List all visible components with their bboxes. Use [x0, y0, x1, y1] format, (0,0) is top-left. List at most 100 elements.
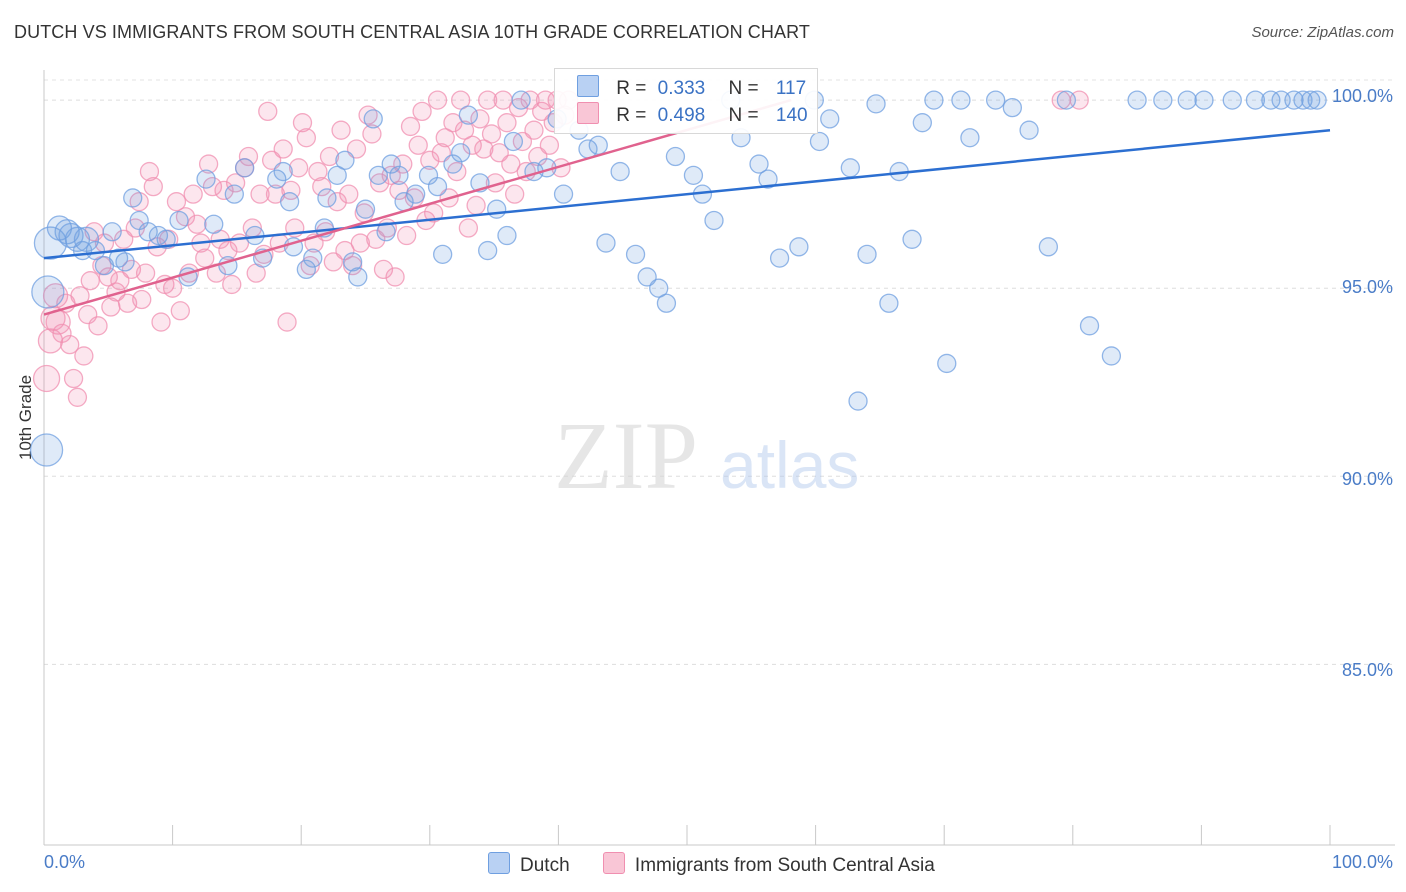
immigrants-point [273, 139, 293, 159]
dutch-point [204, 214, 224, 234]
dutch-point [912, 113, 932, 133]
dutch-point [1019, 120, 1039, 140]
immigrants-point [451, 90, 471, 110]
immigrants-point [139, 161, 160, 182]
dutch-point [758, 169, 778, 189]
series-legend: Dutch Immigrants from South Central Asia [488, 852, 963, 877]
immigrants-point [218, 240, 238, 261]
dutch-point [840, 158, 860, 178]
immigrants-point [110, 271, 130, 291]
immigrants-point [454, 120, 475, 140]
immigrants-r-label: R = [616, 105, 647, 126]
dutch-point [637, 267, 657, 287]
dutch-point [406, 184, 426, 204]
immigrants-point [478, 90, 498, 110]
dutch-point [879, 293, 899, 313]
immigrants-point [358, 105, 378, 125]
immigrants-point [166, 192, 187, 212]
immigrants-point [505, 184, 525, 204]
dutch-point [85, 240, 106, 261]
immigrants-point [292, 113, 313, 133]
immigrants-point [462, 135, 482, 155]
dutch-trend-line [43, 128, 1331, 260]
immigrants-legend-label: Immigrants from South Central Asia [634, 855, 935, 876]
dutch-point [1101, 346, 1122, 366]
immigrants-point [98, 267, 118, 287]
immigrants-point [497, 113, 517, 133]
immigrants-point [288, 158, 309, 178]
immigrants-trend-line [43, 98, 792, 316]
legend-item-immigrants[interactable]: Immigrants from South Central Asia [602, 852, 935, 877]
dutch-point [1153, 90, 1173, 110]
immigrants-point [331, 120, 351, 140]
legend-row-dutch: R = 0.333 N = 117 [577, 75, 806, 101]
y-tick-95: 95.0% [1341, 277, 1393, 297]
dutch-point [196, 169, 216, 189]
immigrants-point [373, 259, 394, 280]
dutch-point [683, 165, 704, 185]
immigrants-point [183, 184, 203, 204]
immigrants-point [350, 233, 371, 253]
dutch-point [924, 90, 944, 110]
immigrants-point [431, 143, 452, 163]
dutch-point [342, 252, 363, 272]
immigrants-point [323, 252, 344, 272]
dutch-r-value: 0.333 [657, 78, 706, 99]
dutch-point [951, 90, 971, 110]
dutch-point [857, 244, 877, 264]
immigrants-point [539, 135, 560, 155]
dutch-point [458, 105, 479, 125]
immigrants-point [474, 139, 494, 159]
dutch-point [64, 226, 91, 252]
dutch-point [704, 210, 724, 231]
immigrants-point [400, 116, 421, 137]
immigrants-point [114, 229, 134, 249]
immigrants-point [458, 218, 479, 238]
immigrants-point [408, 135, 428, 155]
dutch-point [625, 244, 646, 264]
immigrants-point [238, 146, 259, 167]
immigrants-point [202, 176, 223, 197]
immigrants-point [258, 101, 278, 122]
immigrants-point [63, 368, 84, 389]
dutch-point [960, 128, 980, 148]
dutch-point [503, 131, 524, 152]
dutch-point [115, 252, 135, 272]
dutch-point [487, 199, 507, 219]
immigrants-point [466, 195, 486, 216]
dutch-point [451, 143, 471, 163]
dutch-point [1293, 90, 1313, 110]
dutch-point [820, 109, 840, 129]
y-tick-85: 85.0% [1341, 660, 1393, 680]
dutch-point [749, 154, 769, 174]
immigrants-point [335, 240, 355, 261]
chart-title: DUTCH VS IMMIGRANTS FROM SOUTH CENTRAL A… [14, 22, 810, 42]
immigrants-point [132, 289, 152, 310]
immigrants-point [32, 364, 61, 393]
immigrants-point [117, 293, 138, 313]
immigrants-point [397, 225, 417, 246]
y-tick-100: 100.0% [1331, 86, 1393, 106]
dutch-point [848, 391, 868, 411]
immigrants-point [195, 248, 215, 268]
dutch-point [1245, 90, 1266, 110]
dutch-point [54, 219, 80, 245]
dutch-point [29, 433, 64, 467]
dutch-point [376, 222, 396, 242]
immigrants-point [214, 180, 234, 201]
dutch-point [985, 90, 1006, 110]
immigrants-point [170, 301, 190, 321]
legend-item-dutch[interactable]: Dutch [488, 852, 570, 877]
dutch-swatch [577, 75, 599, 97]
dutch-point [317, 188, 337, 208]
dutch-point [1079, 316, 1100, 336]
axes [43, 70, 1395, 846]
dutch-point [348, 267, 368, 287]
dutch-point [1056, 90, 1077, 110]
dutch-point [1261, 90, 1281, 110]
immigrants-point [443, 113, 463, 133]
immigrants-point [74, 346, 94, 366]
immigrants-point [37, 328, 64, 354]
immigrants-point [481, 124, 502, 144]
